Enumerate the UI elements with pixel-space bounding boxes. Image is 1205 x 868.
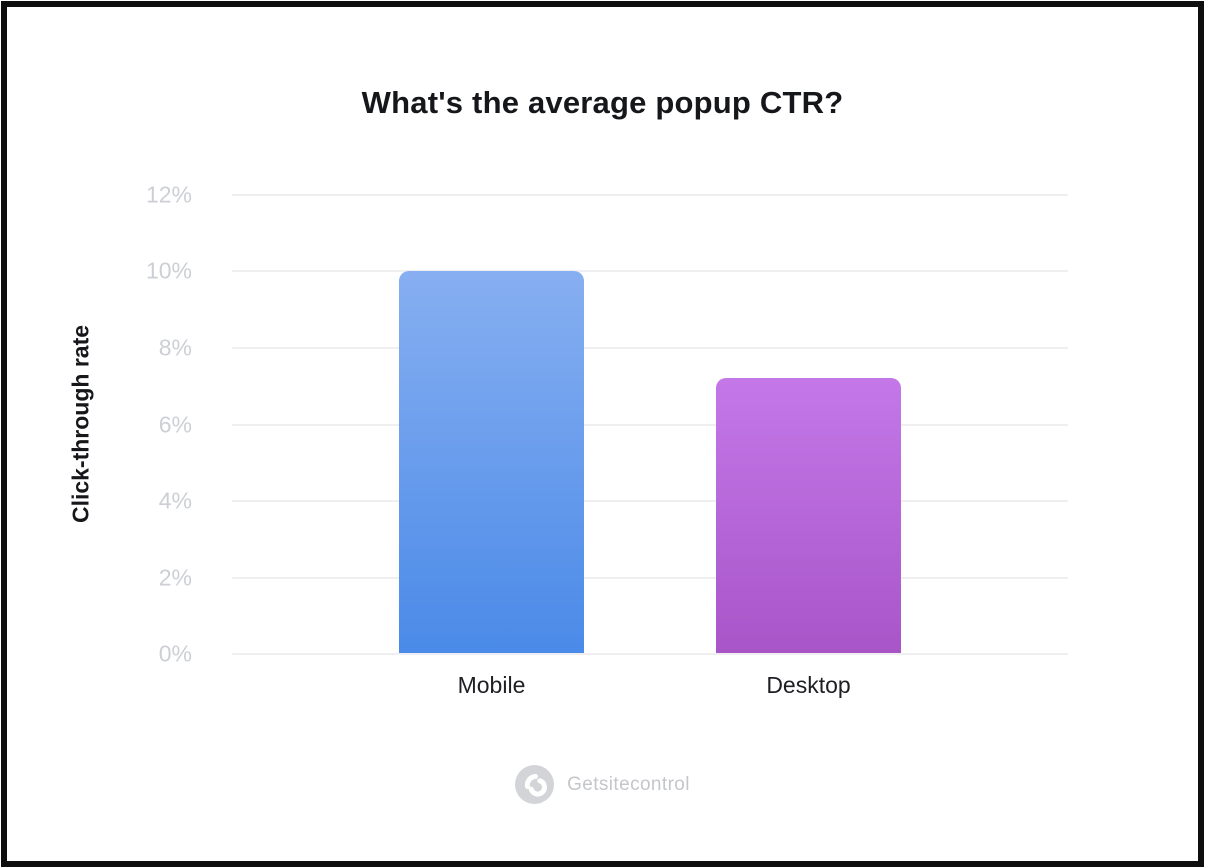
brand-footer: Getsitecontrol: [0, 765, 1205, 804]
y-tick-label: 4%: [158, 487, 192, 514]
bars: [232, 194, 1068, 653]
y-tick-label: 2%: [158, 564, 192, 590]
gridline: [232, 346, 1068, 349]
y-axis-ticks: 12% 10% 8% 6% 4% 2% 0%: [0, 183, 192, 665]
gridline: [232, 499, 1068, 502]
gridline: [232, 653, 1068, 655]
chart-title: What's the average popup CTR?: [361, 85, 844, 120]
getsitecontrol-logo-icon: [515, 765, 555, 804]
bar-desktop: [716, 377, 901, 653]
x-axis-label-desktop: Desktop: [766, 672, 851, 698]
y-tick-label: 8%: [158, 334, 192, 361]
gridline: [232, 194, 1068, 196]
y-tick-label: 0%: [158, 640, 192, 667]
gridline: [232, 270, 1068, 273]
y-tick-label: 10%: [145, 257, 192, 284]
brand-name: Getsitecontrol: [567, 773, 690, 795]
x-axis-labels: Mobile Desktop: [232, 672, 1068, 699]
plot-area: [232, 194, 1068, 655]
y-tick-label: 6%: [158, 411, 192, 437]
gridline: [232, 423, 1068, 426]
gridline: [232, 576, 1068, 579]
bar-mobile: [399, 270, 584, 653]
x-axis-label-mobile: Mobile: [457, 672, 526, 698]
y-tick-label: 12%: [145, 181, 192, 208]
